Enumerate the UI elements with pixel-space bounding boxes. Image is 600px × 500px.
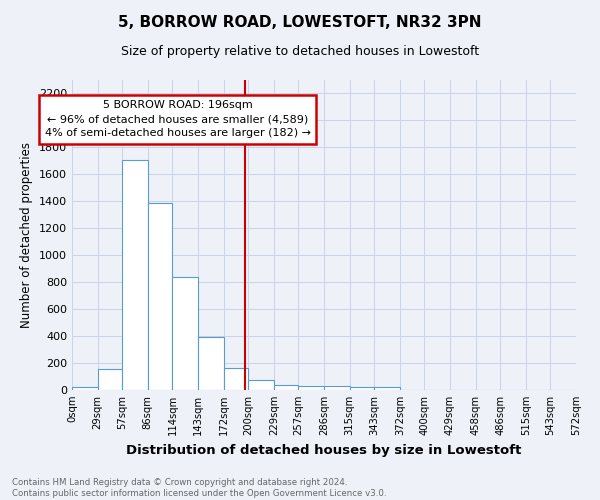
Bar bbox=[148, 202, 172, 390]
Bar bbox=[98, 369, 122, 390]
X-axis label: Distribution of detached houses by size in Lowestoft: Distribution of detached houses by size … bbox=[127, 444, 521, 456]
Text: Contains HM Land Registry data © Crown copyright and database right 2024.
Contai: Contains HM Land Registry data © Crown c… bbox=[12, 478, 386, 498]
Bar bbox=[224, 368, 248, 390]
Bar bbox=[122, 160, 148, 390]
Bar bbox=[324, 386, 350, 390]
Bar bbox=[172, 278, 198, 390]
Bar bbox=[274, 386, 298, 390]
Bar bbox=[350, 388, 374, 390]
Y-axis label: Number of detached properties: Number of detached properties bbox=[20, 142, 34, 328]
Bar bbox=[298, 386, 324, 390]
Text: 5, BORROW ROAD, LOWESTOFT, NR32 3PN: 5, BORROW ROAD, LOWESTOFT, NR32 3PN bbox=[118, 15, 482, 30]
Bar bbox=[198, 338, 224, 390]
Text: 5 BORROW ROAD: 196sqm
← 96% of detached houses are smaller (4,589)
4% of semi-de: 5 BORROW ROAD: 196sqm ← 96% of detached … bbox=[45, 100, 311, 138]
Bar bbox=[374, 388, 400, 390]
Bar bbox=[248, 380, 274, 390]
Text: Size of property relative to detached houses in Lowestoft: Size of property relative to detached ho… bbox=[121, 45, 479, 58]
Bar bbox=[72, 388, 98, 390]
